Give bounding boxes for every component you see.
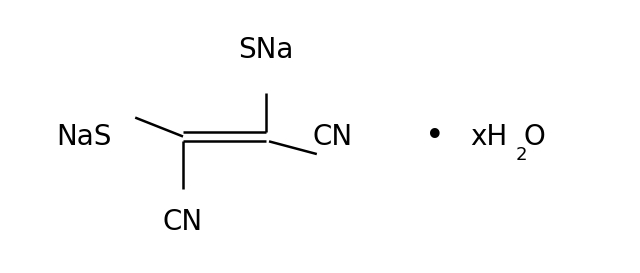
Text: CN: CN [163, 208, 203, 236]
Text: •: • [425, 120, 445, 153]
Text: xH: xH [470, 123, 507, 150]
Text: NaS: NaS [56, 123, 112, 150]
Text: SNa: SNa [238, 36, 294, 64]
Text: O: O [524, 123, 546, 150]
Text: 2: 2 [516, 146, 527, 164]
Text: CN: CN [313, 123, 353, 150]
